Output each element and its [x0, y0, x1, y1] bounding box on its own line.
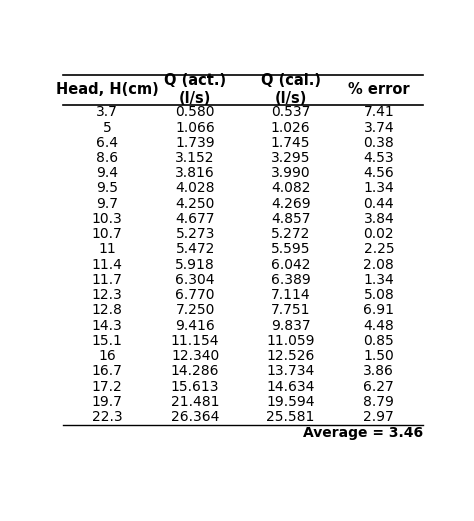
Text: 17.2: 17.2 [91, 380, 122, 394]
Text: 5: 5 [103, 120, 111, 134]
Text: 0.580: 0.580 [175, 105, 215, 119]
Text: 5.08: 5.08 [364, 288, 394, 302]
Text: 0.537: 0.537 [271, 105, 310, 119]
Text: 8.6: 8.6 [96, 151, 118, 165]
Text: Head, H(cm): Head, H(cm) [55, 82, 158, 97]
Text: 4.028: 4.028 [175, 181, 215, 195]
Text: 4.857: 4.857 [271, 212, 310, 226]
Text: 5.918: 5.918 [175, 258, 215, 272]
Text: 3.86: 3.86 [364, 364, 394, 378]
Text: 9.837: 9.837 [271, 319, 310, 333]
Text: 11.059: 11.059 [266, 334, 315, 348]
Text: 2.25: 2.25 [364, 242, 394, 256]
Text: 5.595: 5.595 [271, 242, 310, 256]
Text: 6.4: 6.4 [96, 136, 118, 150]
Text: 3.295: 3.295 [271, 151, 310, 165]
Text: 21.481: 21.481 [171, 395, 219, 409]
Text: 25.581: 25.581 [266, 410, 315, 424]
Text: 6.042: 6.042 [271, 258, 310, 272]
Text: 1.50: 1.50 [364, 349, 394, 363]
Text: 2.08: 2.08 [364, 258, 394, 272]
Text: 15.613: 15.613 [171, 380, 219, 394]
Text: 6.389: 6.389 [271, 273, 310, 287]
Text: 3.816: 3.816 [175, 166, 215, 180]
Text: 4.53: 4.53 [364, 151, 394, 165]
Text: 9.416: 9.416 [175, 319, 215, 333]
Text: 3.152: 3.152 [175, 151, 215, 165]
Text: 13.734: 13.734 [266, 364, 315, 378]
Text: 8.79: 8.79 [364, 395, 394, 409]
Text: 11.4: 11.4 [91, 258, 122, 272]
Text: 22.3: 22.3 [91, 410, 122, 424]
Text: 19.7: 19.7 [91, 395, 122, 409]
Text: 12.8: 12.8 [91, 303, 122, 317]
Text: 3.84: 3.84 [364, 212, 394, 226]
Text: 7.114: 7.114 [271, 288, 310, 302]
Text: 5.472: 5.472 [175, 242, 215, 256]
Text: 6.91: 6.91 [364, 303, 394, 317]
Text: 16: 16 [98, 349, 116, 363]
Text: 4.250: 4.250 [175, 197, 215, 210]
Text: 1.739: 1.739 [175, 136, 215, 150]
Text: Q (cal.)
(l/s): Q (cal.) (l/s) [261, 73, 321, 106]
Text: 9.7: 9.7 [96, 197, 118, 210]
Text: 15.1: 15.1 [91, 334, 122, 348]
Text: 4.677: 4.677 [175, 212, 215, 226]
Text: 6.770: 6.770 [175, 288, 215, 302]
Text: 4.269: 4.269 [271, 197, 310, 210]
Text: 9.5: 9.5 [96, 181, 118, 195]
Text: 11.7: 11.7 [91, 273, 122, 287]
Text: 12.3: 12.3 [91, 288, 122, 302]
Text: 9.4: 9.4 [96, 166, 118, 180]
Text: 5.273: 5.273 [175, 227, 215, 241]
Text: 7.41: 7.41 [364, 105, 394, 119]
Text: 3.74: 3.74 [364, 120, 394, 134]
Text: 1.026: 1.026 [271, 120, 310, 134]
Text: 1.34: 1.34 [364, 181, 394, 195]
Text: 14.286: 14.286 [171, 364, 219, 378]
Text: 1.066: 1.066 [175, 120, 215, 134]
Text: 1.34: 1.34 [364, 273, 394, 287]
Text: 12.526: 12.526 [266, 349, 315, 363]
Text: 6.304: 6.304 [175, 273, 215, 287]
Text: 4.48: 4.48 [364, 319, 394, 333]
Text: Average = 3.46: Average = 3.46 [303, 426, 423, 440]
Text: 0.02: 0.02 [364, 227, 394, 241]
Text: 12.340: 12.340 [171, 349, 219, 363]
Text: 1.745: 1.745 [271, 136, 310, 150]
Text: 19.594: 19.594 [266, 395, 315, 409]
Text: 3.7: 3.7 [96, 105, 118, 119]
Text: 2.97: 2.97 [364, 410, 394, 424]
Text: 7.751: 7.751 [271, 303, 310, 317]
Text: 11.154: 11.154 [171, 334, 219, 348]
Text: 10.7: 10.7 [91, 227, 122, 241]
Text: 0.38: 0.38 [364, 136, 394, 150]
Text: % error: % error [348, 82, 410, 97]
Text: 6.27: 6.27 [364, 380, 394, 394]
Text: 11: 11 [98, 242, 116, 256]
Text: 14.634: 14.634 [266, 380, 315, 394]
Text: 26.364: 26.364 [171, 410, 219, 424]
Text: 4.082: 4.082 [271, 181, 310, 195]
Text: 16.7: 16.7 [91, 364, 122, 378]
Text: Q (act.)
(l/s): Q (act.) (l/s) [164, 73, 226, 106]
Text: 5.272: 5.272 [271, 227, 310, 241]
Text: 10.3: 10.3 [91, 212, 122, 226]
Text: 4.56: 4.56 [364, 166, 394, 180]
Text: 0.44: 0.44 [364, 197, 394, 210]
Text: 14.3: 14.3 [91, 319, 122, 333]
Text: 7.250: 7.250 [175, 303, 215, 317]
Text: 3.990: 3.990 [271, 166, 310, 180]
Text: 0.85: 0.85 [364, 334, 394, 348]
